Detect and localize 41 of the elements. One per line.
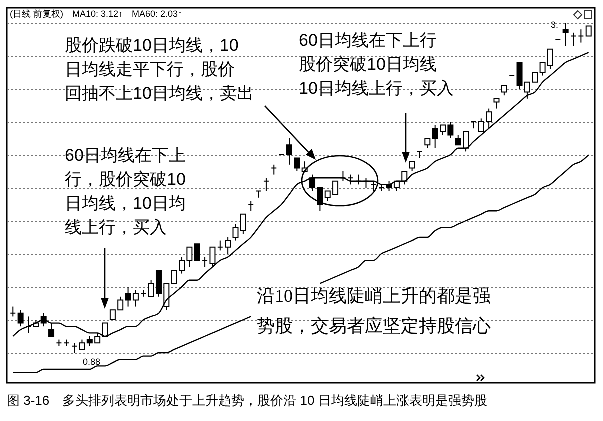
annotation: 股价跌破10日均线，10日均线走平下行，股价回抽不上10日均线，卖出 xyxy=(65,36,254,103)
candlestick xyxy=(72,342,78,354)
candlestick xyxy=(586,26,592,37)
candlestick xyxy=(424,138,431,149)
candlestick xyxy=(18,310,24,328)
text: 0.88 xyxy=(83,357,101,367)
candlestick xyxy=(271,164,278,176)
candlestick xyxy=(570,32,577,47)
candlestick xyxy=(217,240,224,252)
candlestick xyxy=(356,174,362,186)
text: (日线 前复权) MA10: 3.12↑ MA60: 2.03↑ xyxy=(10,9,183,19)
candlestick xyxy=(340,171,346,182)
candlestick xyxy=(263,178,270,192)
candlestick xyxy=(578,29,584,44)
candlestick xyxy=(402,171,408,186)
text: 图 3-16 多头排列表明市场处于上升趋势，股价沿 10 日均线陡峭上涨表明是强势股 xyxy=(7,393,488,408)
candlestick xyxy=(79,339,86,350)
candlestick xyxy=(416,151,423,159)
candlestick xyxy=(40,312,47,328)
candlestick xyxy=(25,316,32,334)
candlestick xyxy=(363,178,370,188)
annotation: 60日均线在下上行，股价突破10日均线，10日均线上行，买入 xyxy=(65,146,186,237)
candlestick xyxy=(202,256,208,268)
candlestick xyxy=(225,237,232,254)
candlestick xyxy=(562,22,569,47)
candlestick xyxy=(248,200,254,212)
annotation: 3. xyxy=(551,20,559,30)
annotation: 60日均线在下上行股价突破10日均线10日均线上行，买入 xyxy=(299,31,454,98)
candlestick xyxy=(501,85,508,96)
candlestick xyxy=(256,190,262,198)
candlestick xyxy=(286,138,292,166)
candlestick xyxy=(210,246,216,268)
candlestick xyxy=(294,158,300,172)
candlestick xyxy=(348,174,354,186)
annotation: 沿10日均线陡峭上升的都是强势股，交易者应坚定持股信心 xyxy=(257,286,491,336)
candlestick xyxy=(470,122,477,130)
candlestick xyxy=(194,244,200,262)
candlestick xyxy=(494,98,500,110)
candlestick xyxy=(409,161,416,172)
candlestick xyxy=(370,180,377,192)
candlestick xyxy=(10,306,16,318)
